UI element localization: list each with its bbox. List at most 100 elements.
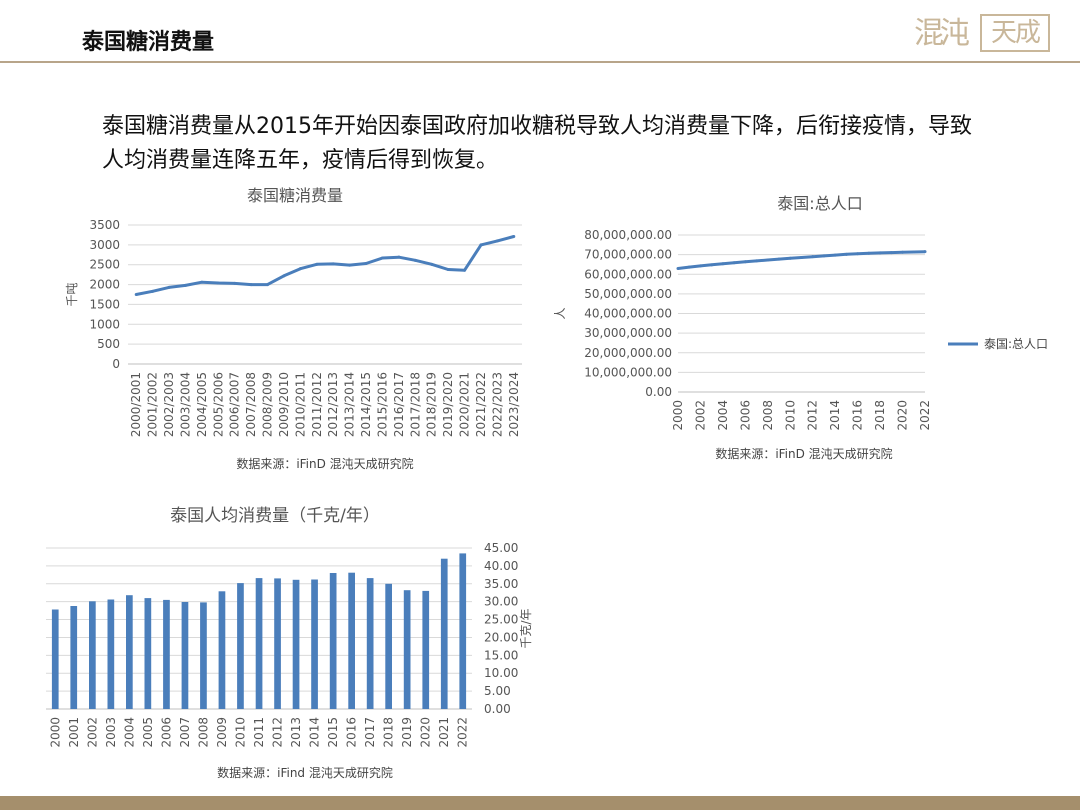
x-tick-label: 2002/2003 [162,372,176,437]
data-point [732,261,736,265]
y-tick-label: 1000 [89,317,120,331]
bar [292,579,300,709]
y-tick-label: 30,000,000.00 [584,326,672,340]
y-tick-label: 10,000,000.00 [584,365,672,379]
x-tick-label: 2005/2006 [211,372,225,437]
bar [237,583,244,709]
bar [107,599,115,709]
data-point [777,257,781,261]
x-tick-label: 2000 [671,400,685,431]
data-point [200,280,204,284]
legend-label: 泰国:总人口 [984,337,1048,351]
x-tick-label: 2018 [873,400,887,431]
x-tick-label: 2004 [122,717,136,748]
data-point [743,260,747,264]
x-tick-label: 2019/2020 [441,372,455,437]
x-tick-label: 2016 [345,717,359,748]
data-point [495,239,499,243]
data-point [380,256,384,260]
per-capita-chart: 泰国人均消费量（千克/年） 0.00 5.00 10.00 15.00 20.00 25.0… [40,495,560,790]
data-point [512,235,516,239]
series-line [135,235,515,296]
y-tick-label: 500 [97,337,120,351]
data-point [266,283,270,287]
data-point [833,253,837,257]
footer-bar [0,796,1080,810]
y-tick-label: 60,000,000.00 [584,267,672,281]
x-tick-label: 2006/2007 [228,372,242,437]
y-tick-label: 50,000,000.00 [584,287,672,301]
y-tick-label: 2500 [89,258,120,272]
x-tick-label: 2003/2004 [178,372,192,437]
y-tick-label: 15.00 [484,648,518,662]
x-tick-label: 2016/2017 [392,372,406,437]
x-tick-label: 2003 [104,717,118,748]
x-tick-label: 2022 [456,717,470,748]
logo-text-right: 天成 [980,14,1050,52]
y-axis-label: 千吨 [65,282,79,306]
x-tick-label: 2019 [400,717,414,748]
x-tick-label: 2010 [783,400,797,431]
population-chart: 泰国:总人口 0.00 10,000,000.00 20,000,000.00 30,0… [540,190,1080,470]
y-tick-label: 0 [112,357,120,371]
source-note: 数据来源：iFinD 混沌天成研究院 [236,456,413,471]
x-tick-label: 2018 [382,717,396,748]
bar [348,572,355,709]
x-tick-label: 2014/2015 [359,372,373,437]
x-tick-label: 2007/2008 [244,372,258,437]
x-tick-label: 2008 [196,717,210,748]
x-tick-label: 2017/2018 [408,372,422,437]
data-point [134,293,138,296]
x-tick-label: 2020 [419,717,433,748]
page-title: 泰国糖消费量 [82,29,215,55]
y-axis-label: 人 [553,307,567,319]
bar [329,573,337,709]
data-point [397,255,401,259]
x-tick-label: 2008/2009 [261,372,275,437]
brand-logo: 混沌 天成 [914,12,1054,56]
y-tick-label: 10.00 [484,666,518,680]
bar [311,579,318,709]
x-tick-label: 2017 [363,717,377,748]
x-tick-label: 2002 [693,400,707,431]
x-tick-label: 2021/2022 [474,372,488,437]
x-tick-label: 2018/2019 [425,372,439,437]
x-tick-label: 2002 [85,717,99,748]
bar [274,578,281,709]
x-tick-label: 2006 [159,717,173,748]
data-point [867,251,871,255]
y-tick-label: 20,000,000.00 [584,346,672,360]
data-point [249,283,253,287]
x-tick-label: 2014 [828,400,842,431]
bar [89,601,96,709]
bar [440,558,448,709]
bar [255,578,263,709]
y-tick-label: 20.00 [484,630,518,644]
data-point [788,256,792,260]
data-point [721,262,725,266]
summary-text: 泰国糖消费量从2015年开始因泰国政府加收糖税导致人均消费量下降，后衔接疫情，导… [102,114,972,173]
y-tick-label: 2000 [89,278,120,292]
bar [70,606,78,709]
data-point [912,250,916,254]
chart-title: 泰国:总人口 [777,194,862,213]
x-tick-label: 2015/2016 [375,372,389,437]
bar [181,602,189,709]
x-tick-label: 2012/2013 [326,372,340,437]
x-tick-label: 2010 [233,717,247,748]
y-tick-label: 3000 [89,238,120,252]
y-tick-label: 40,000,000.00 [584,307,672,321]
header: 泰国糖消费量 混沌 天成 [0,0,1080,64]
y-tick-label: 70,000,000.00 [584,248,672,262]
bar [218,591,226,709]
y-tick-label: 5.00 [484,684,511,698]
x-tick-label: 2007 [178,717,192,748]
per-capita-svg: 泰国人均消费量（千克/年） 0.00 5.00 10.00 15.00 20.00 25.0… [46,506,533,780]
y-tick-label: 80,000,000.00 [584,228,672,242]
data-point [463,268,467,272]
y-axis-label: 千克/年 [519,608,533,648]
x-tick-label: 2000 [48,717,62,748]
data-point [233,281,237,285]
bar [51,609,59,709]
data-point [878,251,882,255]
